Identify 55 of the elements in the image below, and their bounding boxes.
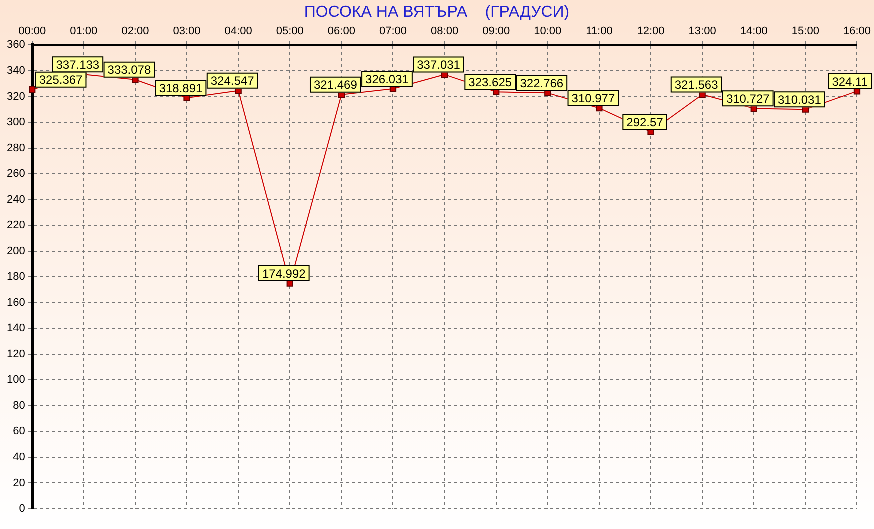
y-tick-label: 40 — [13, 452, 26, 464]
y-tick-label: 100 — [6, 374, 26, 386]
y-tick-label: 80 — [13, 400, 26, 412]
data-label: 337.133 — [56, 58, 100, 72]
x-tick-label: 04:00 — [224, 26, 252, 38]
x-tick-label: 11:00 — [586, 26, 613, 38]
data-label: 310.031 — [778, 92, 822, 107]
y-tick-label: 180 — [6, 271, 26, 284]
y-tick-label: 0 — [19, 503, 26, 516]
data-label: 326.031 — [366, 72, 410, 86]
y-tick-label: 360 — [6, 39, 26, 52]
y-tick-label: 160 — [6, 296, 26, 309]
y-tick-label: 20 — [13, 477, 26, 490]
y-tick-label: 120 — [6, 348, 26, 360]
x-tick-label: 05:00 — [276, 26, 304, 38]
data-label: 174.992 — [262, 266, 306, 281]
data-label: 323.625 — [468, 75, 512, 90]
x-tick-label: 08:00 — [431, 26, 459, 38]
x-tick-label: 14:00 — [740, 26, 768, 38]
y-tick-label: 240 — [6, 194, 26, 206]
x-tick-label: 07:00 — [379, 26, 408, 38]
y-tick-label: 140 — [6, 322, 26, 335]
y-tick-label: 320 — [6, 90, 26, 103]
chart-title: ПОСОКА НА ВЯТЪРА (ГРАДУСИ) — [303, 4, 571, 22]
y-tick-label: 260 — [6, 168, 26, 180]
x-tick-label: 09:00 — [482, 26, 510, 38]
x-tick-label: 03:00 — [173, 26, 201, 38]
x-tick-label: 00:00 — [18, 26, 46, 38]
x-tick-label: 06:00 — [328, 26, 356, 38]
data-label: 333.078 — [108, 63, 152, 78]
data-label: 321.563 — [674, 78, 719, 92]
x-tick-label: 15:00 — [792, 26, 820, 38]
data-label: 324.11 — [832, 74, 868, 89]
data-label: 337.031 — [417, 58, 461, 72]
y-tick-label: 280 — [6, 142, 26, 154]
data-label: 321.469 — [314, 78, 358, 92]
data-label: 310.977 — [572, 92, 616, 106]
y-tick-label: 300 — [6, 116, 26, 129]
y-tick-label: 220 — [6, 220, 26, 232]
data-label: 325.367 — [39, 73, 84, 88]
y-tick-label: 60 — [13, 426, 26, 438]
data-label: 292.57 — [626, 115, 664, 130]
data-label: 318.891 — [159, 81, 204, 96]
data-label: 310.727 — [726, 92, 770, 106]
x-tick-label: 13:00 — [688, 26, 716, 38]
y-tick-label: 340 — [6, 65, 26, 77]
x-tick-label: 16:00 — [843, 26, 871, 38]
data-label: 322.766 — [520, 76, 564, 90]
x-tick-label: 02:00 — [122, 26, 150, 38]
x-tick-label: 12:00 — [637, 26, 665, 38]
data-label: 324.547 — [210, 74, 255, 88]
x-tick-label: 10:00 — [534, 26, 562, 38]
point — [29, 86, 36, 94]
y-tick-label: 200 — [6, 245, 26, 258]
x-tick-label: 01:00 — [70, 26, 98, 38]
